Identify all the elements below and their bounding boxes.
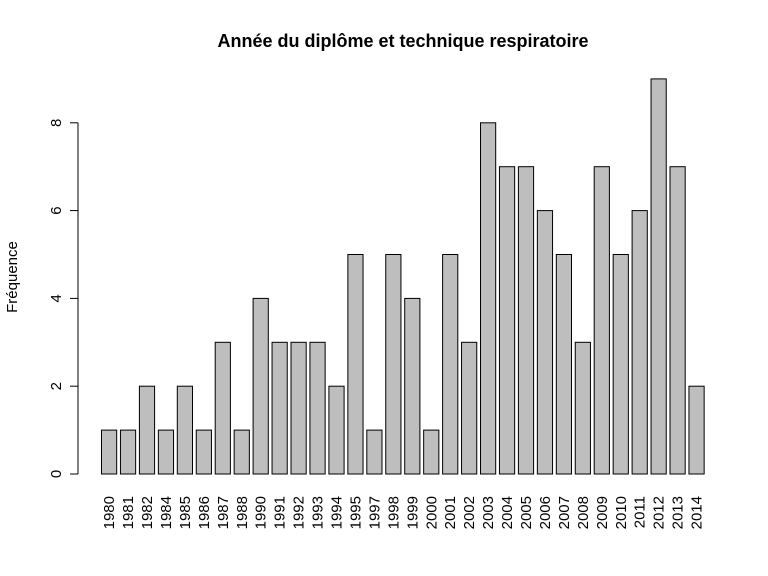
bar-2006 [536,210,554,475]
bar-2011 [631,210,648,475]
x-tick-label-1993: 1993 [310,496,327,529]
x-tick-label-1981: 1981 [120,496,137,529]
bar-2009 [593,166,610,475]
bar-1994 [328,385,345,475]
bar-1988 [233,429,250,475]
x-tick-label-2000: 2000 [423,496,440,529]
bar-1986 [195,429,212,475]
x-tick-label-1995: 1995 [347,496,364,529]
bar-1984 [157,429,175,475]
x-tick-label-2002: 2002 [461,496,478,529]
y-tick-label-4: 4 [48,294,65,302]
x-tick-label-2014: 2014 [689,496,706,529]
y-tick-label-6: 6 [48,206,65,214]
bar-1987 [214,341,231,475]
bar-1985 [176,385,194,475]
x-tick-label-1994: 1994 [329,496,346,529]
bar-1982 [138,385,156,475]
x-tick-label-2009: 2009 [594,496,611,529]
x-tick-label-1999: 1999 [404,496,421,529]
x-tick-label-2006: 2006 [537,496,554,529]
bars-group [101,78,705,475]
x-tick-label-2001: 2001 [442,496,459,529]
bar-1981 [119,429,137,475]
bar-1980 [101,429,118,475]
bar-2010 [612,254,629,475]
x-tick-label-2008: 2008 [575,496,592,529]
x-tick-label-1987: 1987 [215,496,232,529]
x-tick-label-2004: 2004 [499,496,516,529]
x-tick-label-1985: 1985 [177,496,194,529]
x-axis-tick-labels: 1980 1981 1982 1984 1985 1986 1987 1988 1990 1991… [101,496,705,529]
y-tick-label-2: 2 [48,382,65,390]
x-tick-label-1992: 1992 [291,496,308,529]
y-tick-label-8: 8 [48,119,65,127]
y-axis-label: Fréquence [4,241,21,313]
bar-2000 [423,429,440,475]
bar-2004 [498,166,516,475]
x-tick-label-2010: 2010 [613,496,630,529]
bar-1992 [290,341,307,475]
x-tick-label-1980: 1980 [101,496,118,529]
x-tick-label-1988: 1988 [234,496,251,529]
bar-1997 [366,429,383,475]
bar-2007 [555,254,572,475]
bar-2001 [442,254,459,475]
bar-2012 [650,78,667,475]
bar-1991 [271,341,288,475]
chart-title: Année du diplôme et technique respiratoi… [217,31,588,51]
bar-1999 [404,297,421,475]
x-tick-label-1991: 1991 [272,496,289,529]
bar-2014 [688,385,705,475]
bar-1995 [347,254,364,475]
x-tick-label-2003: 2003 [480,496,497,529]
x-tick-label-1986: 1986 [196,496,213,529]
x-tick-label-1990: 1990 [253,496,270,529]
bar-2003 [480,122,497,475]
bar-2008 [574,341,591,475]
bar-2002 [461,341,478,475]
x-tick-label-2007: 2007 [556,496,573,529]
y-tick-label-0: 0 [48,470,65,478]
x-tick-label-1984: 1984 [158,496,175,529]
x-tick-label-2012: 2012 [651,496,668,529]
x-tick-label-2005: 2005 [518,496,535,529]
bar-1998 [385,254,402,475]
x-tick-label-1982: 1982 [139,496,156,529]
x-tick-label-1998: 1998 [385,496,402,529]
bar-1990 [252,297,269,475]
bar-2005 [517,166,535,475]
bar-1993 [309,341,326,475]
x-tick-label-1997: 1997 [366,496,383,529]
x-tick-label-2011: 2011 [632,496,649,528]
y-axis: 0 2 4 6 8 [48,119,79,478]
bar-2013 [669,166,686,475]
x-tick-label-2013: 2013 [670,496,687,529]
